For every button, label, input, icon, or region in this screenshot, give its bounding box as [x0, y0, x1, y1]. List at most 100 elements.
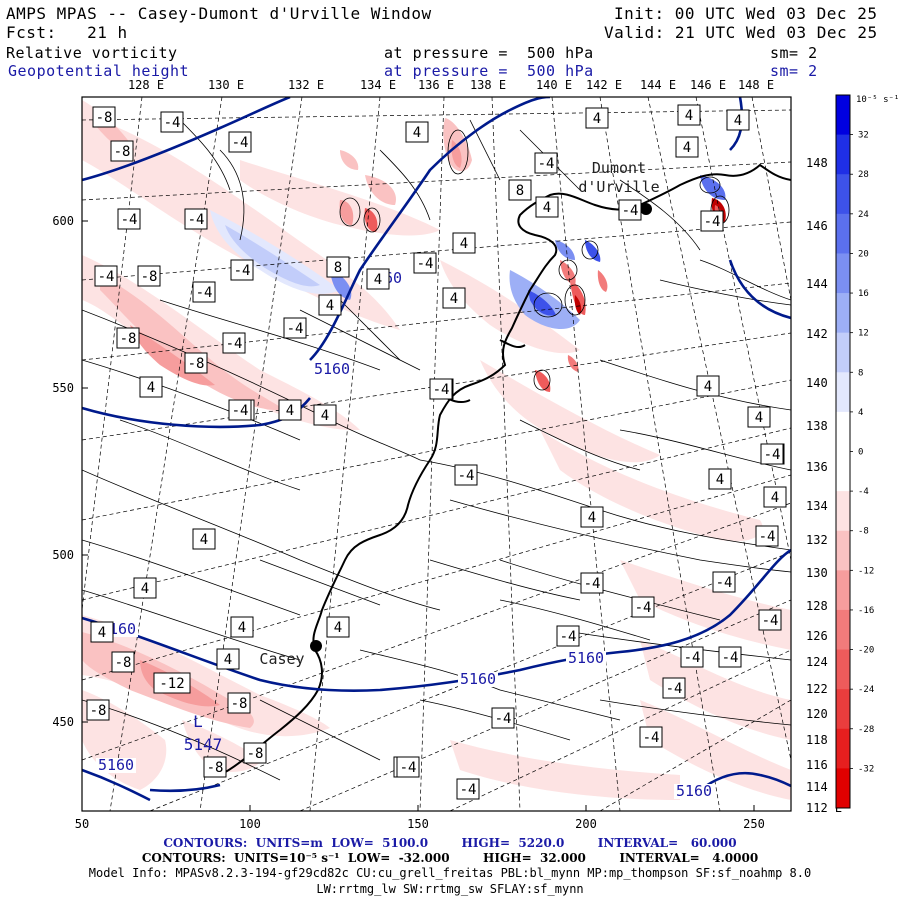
vorticity-label: -4	[584, 576, 601, 592]
colorbar-label: 24	[858, 210, 869, 220]
vorticity-label-box	[203, 756, 227, 778]
vorticity-label-box	[696, 375, 720, 397]
vorticity-label: -4	[98, 269, 115, 285]
x-tick-label: 200	[575, 817, 597, 830]
colorbar-label: 28	[858, 170, 869, 180]
vorticity-shading	[82, 100, 791, 800]
vorticity-colorbar: 10⁻⁵ s⁻¹ 32 28 24 20 16 12 8 4 0 -4 -8 -12 -16 -20 -24 -…	[835, 94, 899, 809]
vorticity-label: 4	[460, 236, 468, 252]
vorticity-label-box	[110, 140, 134, 162]
vorticity-label-box	[535, 196, 559, 218]
right-longitude-label: 122 E	[806, 682, 842, 696]
colorbar-segment	[836, 293, 850, 334]
field2-smooth: sm= 2	[770, 62, 818, 80]
x-tick-label: 100	[239, 817, 261, 830]
right-longitude-label: 136 E	[806, 460, 842, 474]
vorticity-label-box	[726, 109, 750, 131]
vorticity-label: -4	[643, 730, 660, 746]
vorticity-label: 4	[593, 111, 601, 127]
footer-model-info: Model Info: MPASv8.2.3-194-gf29cd82c CU:…	[88, 866, 812, 880]
height-contour-label: 5160	[314, 360, 350, 378]
right-longitude-label: 116 E	[806, 758, 842, 772]
vorticity-label: -8	[231, 696, 248, 712]
vorticity-label: 4	[200, 532, 208, 548]
height-contour-label: 5160	[98, 756, 134, 774]
top-longitude-label: 136 E	[417, 78, 455, 92]
colorbar-segment	[836, 134, 850, 175]
top-longitude-label: 138 E	[469, 78, 507, 92]
y-tick-label: 500	[52, 548, 74, 562]
field1-name: Relative vorticity	[6, 44, 178, 62]
vorticity-label-box	[755, 525, 779, 547]
vorticity-label: -4	[560, 629, 577, 645]
vorticity-label: 4	[683, 140, 691, 156]
vorticity-label-box	[712, 571, 736, 593]
vorticity-label: -4	[762, 613, 779, 629]
colorbar-label: 8	[858, 368, 863, 378]
vorticity-label: -4	[164, 115, 181, 131]
vorticity-label-box	[278, 399, 302, 421]
y-tick-label: 450	[52, 715, 74, 729]
vorticity-label-box	[662, 677, 686, 699]
vorticity-label-box	[137, 265, 161, 287]
vorticity-label-box	[318, 294, 342, 316]
vorticity-label-box	[639, 726, 663, 748]
vorticity-contour-labels: -8 -4 -8 -4 -4 -4 -4 -8 -4 -4 -8 -8 -4 -4 4 4 8 4 4 -4 4 4 4 4 8…	[86, 104, 787, 800]
vorticity-label-box	[326, 616, 350, 638]
dumont-durville-label-line2: d'Urville	[578, 178, 659, 196]
vorticity-label: -4	[635, 600, 652, 616]
vorticity-label: -4	[196, 285, 213, 301]
valid-time: Valid: 21 UTC Wed 03 Dec 25	[604, 23, 878, 42]
low-value: 5147	[184, 735, 223, 754]
weather-map: 5160516051605160516051605160 -8-4-8-4-4-…	[52, 94, 899, 830]
vorticity-label: -12	[159, 676, 184, 692]
vorticity-label: -4	[188, 212, 205, 228]
vorticity-label: -8	[207, 760, 224, 776]
vorticity-label: 4	[374, 272, 382, 288]
vorticity-label: 4	[98, 625, 106, 641]
footer-vorticity-contours: CONTOURS: UNITS=10⁻⁵ s⁻¹ LOW= -32.000 HI…	[141, 851, 759, 865]
vorticity-label-box	[580, 572, 604, 594]
vorticity-label-box	[90, 621, 114, 643]
vorticity-label: -4	[622, 203, 639, 219]
height-contour-label: 5160	[676, 782, 712, 800]
dumont-durville-label-line1: Dumont	[592, 159, 646, 177]
vorticity-label-box	[216, 648, 240, 670]
init-time: Init: 00 UTC Wed 03 Dec 25	[614, 4, 878, 23]
vorticity-label-box	[452, 232, 476, 254]
vorticity-label: -4	[704, 214, 721, 230]
top-longitude-label: 142 E	[585, 78, 623, 92]
right-longitude-label: 132 E	[806, 533, 842, 547]
height-contour-label: 5160	[460, 670, 496, 688]
right-longitude-label: 134 E	[806, 499, 842, 513]
colorbar-segment	[836, 451, 850, 492]
vorticity-label-box	[491, 707, 515, 729]
colorbar-label: 32	[858, 131, 869, 141]
vorticity-label-box	[313, 404, 337, 426]
y-tick-label: 600	[52, 214, 74, 228]
colorbar-segment	[836, 213, 850, 254]
vorticity-label-box	[133, 577, 157, 599]
vorticity-label: -4	[121, 212, 138, 228]
vorticity-label-box	[227, 692, 251, 714]
vorticity-label: -4	[684, 650, 701, 666]
vorticity-label-box	[326, 256, 350, 278]
field2-level: at pressure = 500 hPa	[384, 62, 594, 80]
vorticity-label: 4	[326, 298, 334, 314]
vorticity-label: -4	[460, 782, 477, 798]
top-longitude-label: 132 E	[287, 78, 325, 92]
vorticity-label: 4	[238, 620, 246, 636]
top-longitude-label: 148 E	[737, 78, 775, 92]
vorticity-label-box	[86, 699, 110, 721]
vorticity-label-box	[585, 107, 609, 129]
right-longitude-label: 130 E	[806, 566, 842, 580]
colorbar-label: -32	[858, 764, 874, 774]
low-pressure-marker: L 5147	[184, 712, 223, 754]
vorticity-label-box	[413, 252, 437, 274]
vorticity-label: -4	[287, 321, 304, 337]
vorticity-label: -4	[226, 336, 243, 352]
y-tick-label: 550	[52, 381, 74, 395]
vorticity-label: 4	[685, 108, 693, 124]
map-plot-area	[82, 97, 791, 811]
vorticity-label-box	[580, 506, 604, 528]
